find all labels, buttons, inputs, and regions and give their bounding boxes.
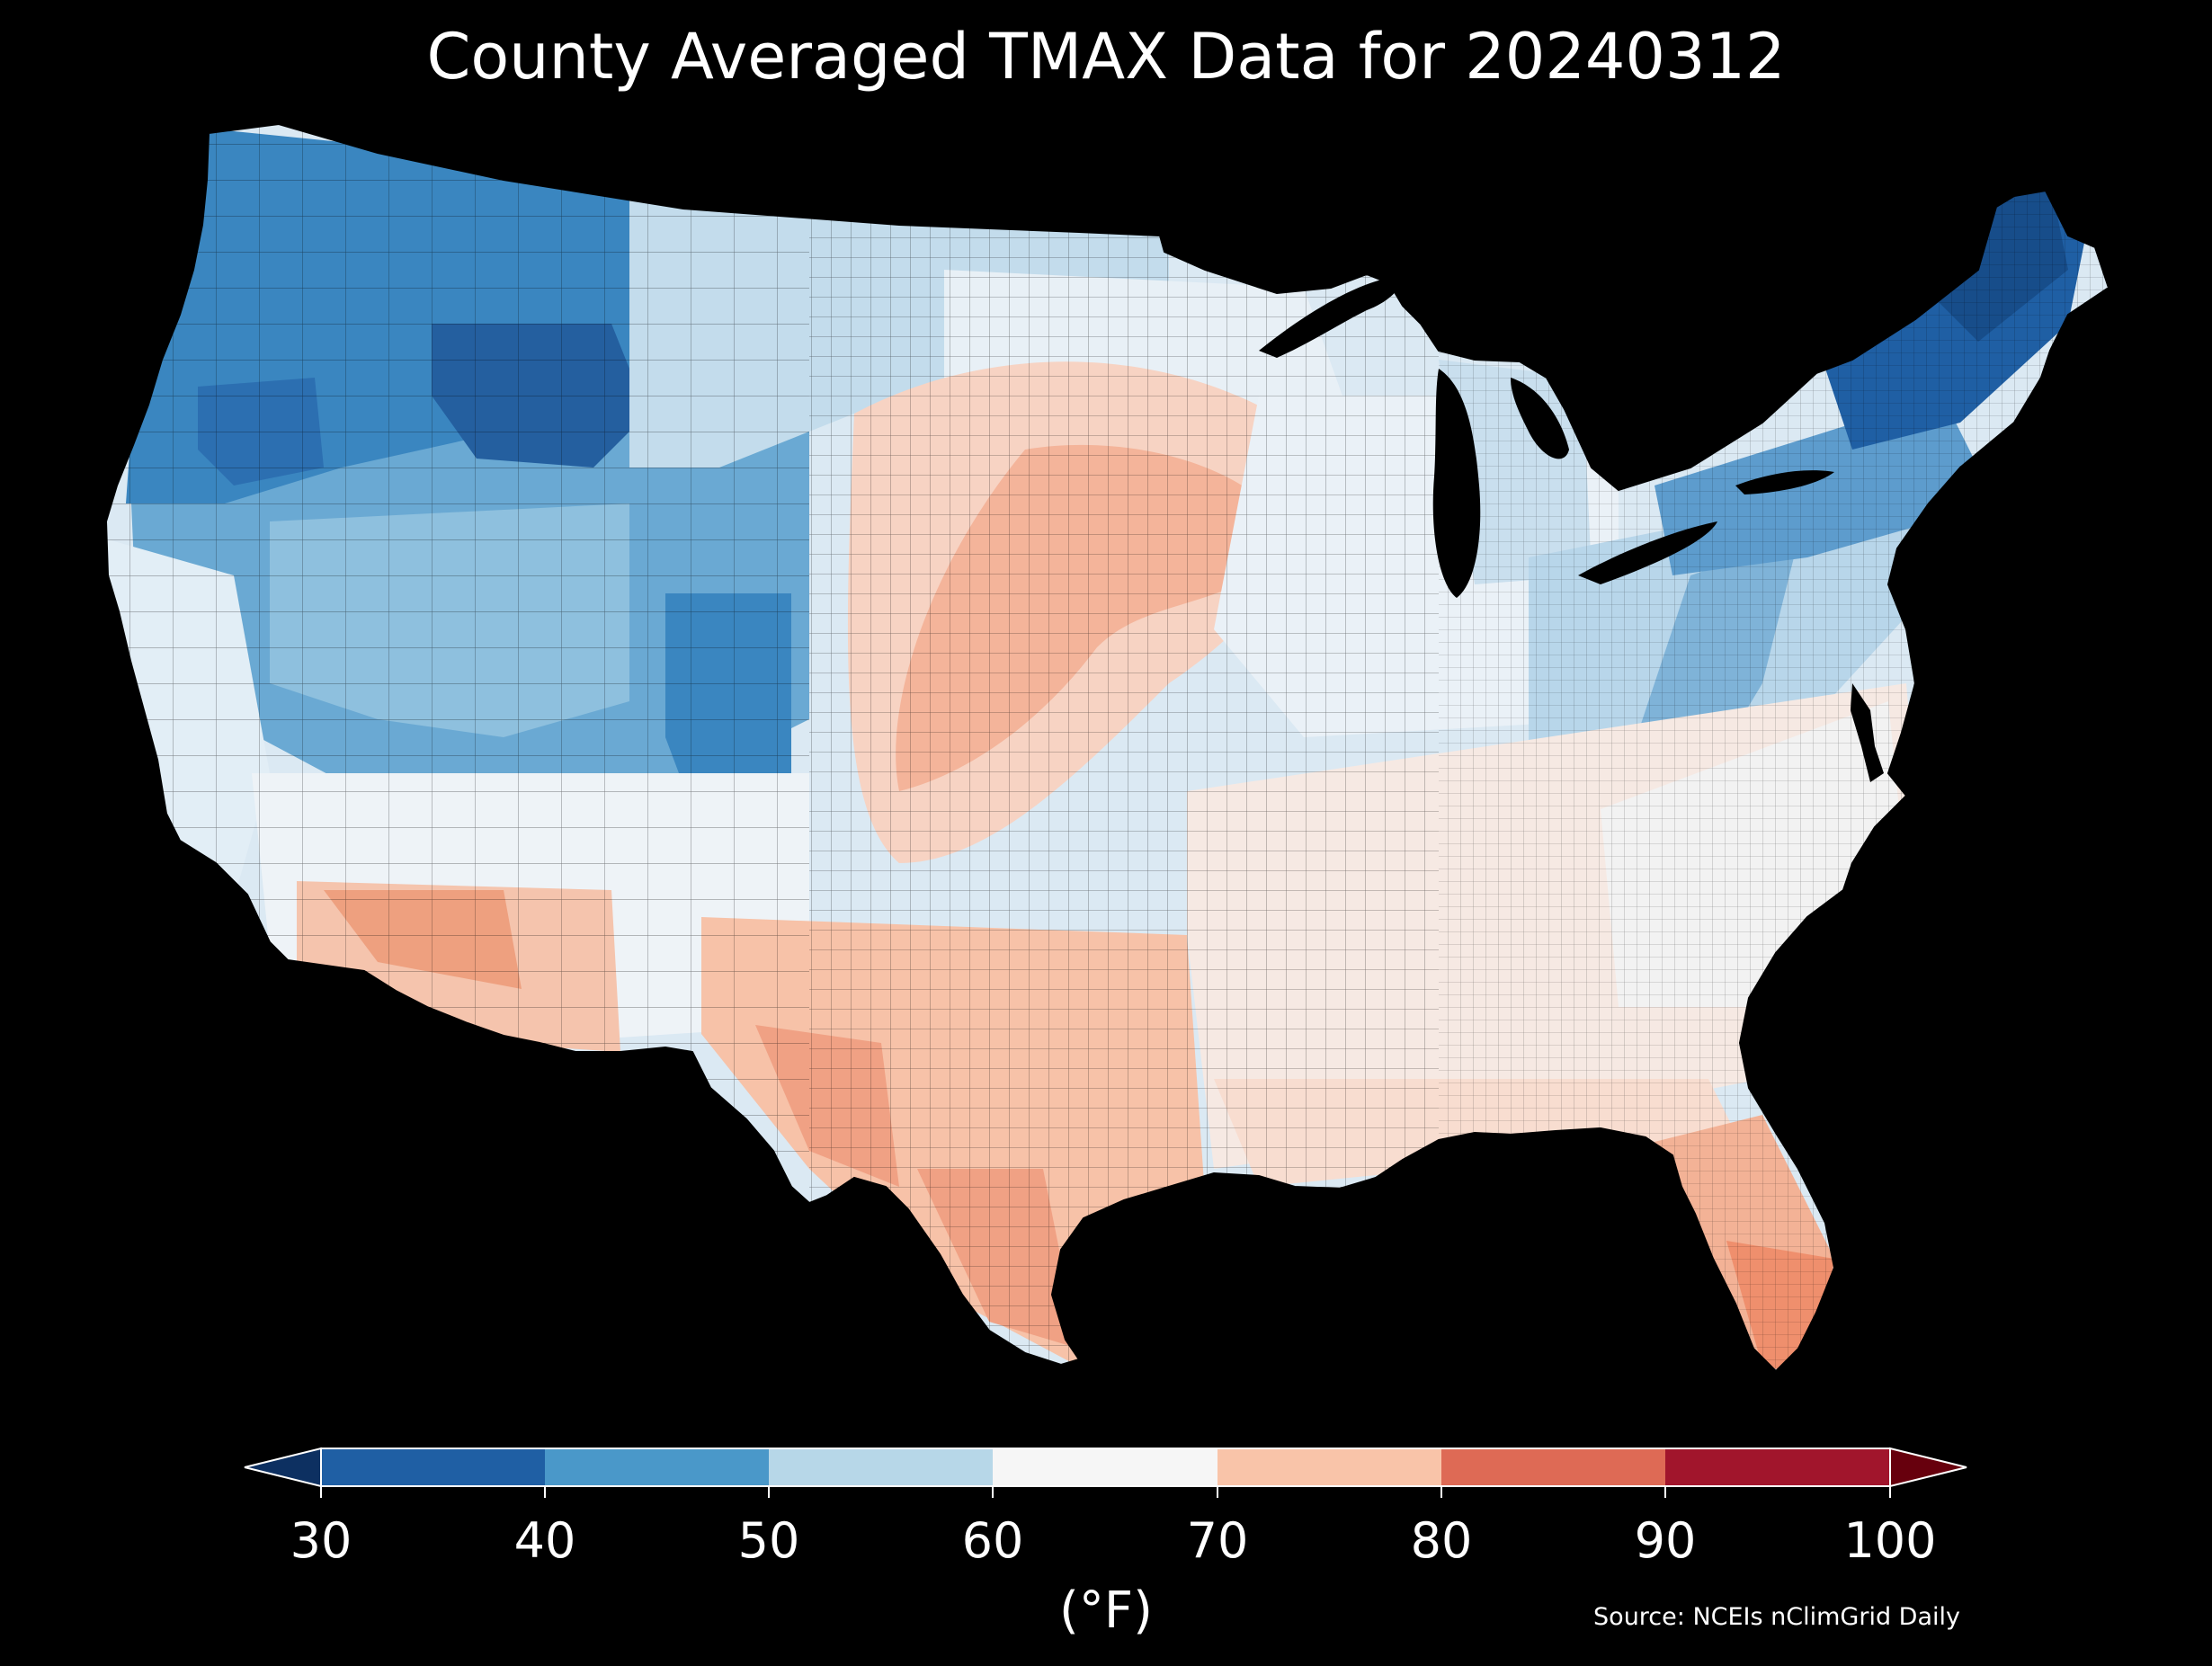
tick-label-90: 90 [1635,1512,1697,1569]
colorbar-bin-70-80 [1217,1448,1441,1486]
county-lines-central [809,124,1439,1371]
tick-label-80: 80 [1411,1512,1473,1569]
colorbar-tick-labels: 30 40 50 60 70 80 90 100 [290,1512,1937,1569]
tick-label-60: 60 [962,1512,1024,1569]
colorbar-ticks [320,1486,1891,1498]
us-outline [104,122,2110,1373]
county-lines-west [106,124,809,1169]
colorbar-bin-40-50 [545,1448,769,1486]
county-lines-east [1439,124,2109,1371]
tick-label-50: 50 [738,1512,800,1569]
tick-label-40: 40 [514,1512,576,1569]
lake-ontario [1735,470,1834,494]
source-note: Source: NCEIs nClimGrid Daily [1593,1603,1960,1631]
colorbar-frame [320,1448,1891,1487]
lake-superior [1259,277,1401,358]
colorbar-bin-80-90 [1441,1448,1665,1486]
tick-label-100: 100 [1843,1512,1936,1569]
colorbar-over-arrow [1889,1447,1967,1488]
chesapeake-bay [1851,683,1884,782]
tick-label-70: 70 [1187,1512,1249,1569]
colorbar-bin-50-60 [769,1448,993,1486]
map-title: County Averaged TMAX Data for 20240312 [426,20,1786,94]
colorbar-under-arrow [244,1447,322,1488]
lake-erie [1578,521,1717,584]
colorbar: 30 40 50 60 70 80 90 100 (°F) [244,1447,1967,1640]
great-lakes [1259,277,1834,598]
colorbar-unit-label: (°F) [1059,1581,1153,1640]
colorbar-bin-60-70 [993,1448,1217,1486]
lake-michigan [1432,369,1481,598]
colorbar-bin-90-100 [1665,1448,1890,1486]
lake-huron [1511,378,1569,459]
colorbar-bin-30-40 [321,1448,545,1486]
tick-label-30: 30 [290,1512,352,1569]
